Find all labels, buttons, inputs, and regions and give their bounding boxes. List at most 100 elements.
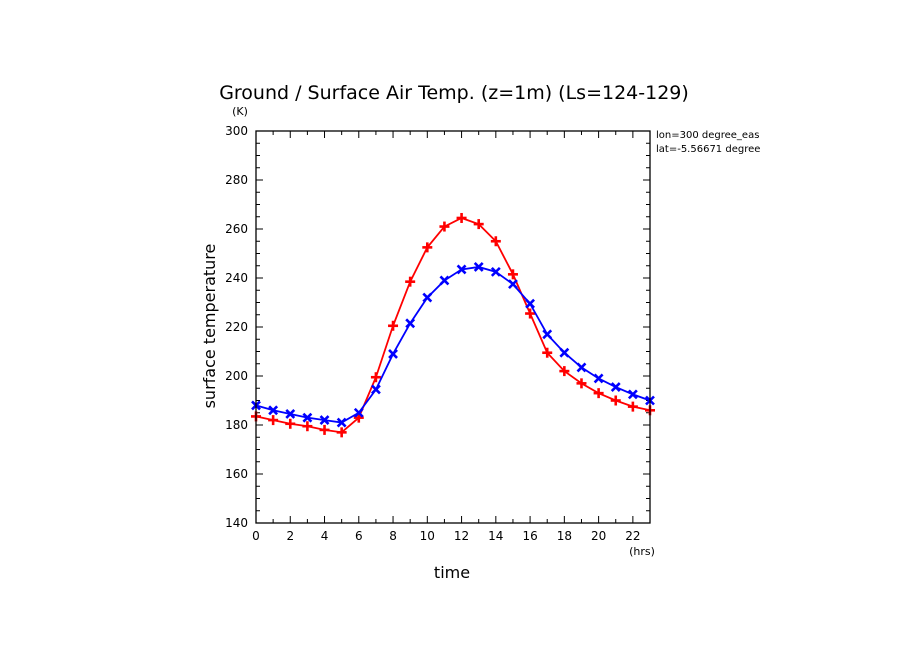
marker-d2 bbox=[336, 417, 347, 428]
x-tick-label: 16 bbox=[522, 529, 537, 543]
y-tick-label: 240 bbox=[225, 271, 248, 285]
y-tick-label: 220 bbox=[225, 320, 248, 334]
data-point bbox=[285, 409, 296, 419]
x-axis-title: time bbox=[434, 563, 470, 582]
data-point bbox=[353, 407, 364, 418]
data-point bbox=[268, 405, 279, 416]
data-point bbox=[525, 298, 536, 309]
y-axis-unit: (K) bbox=[232, 105, 248, 118]
data-point bbox=[456, 264, 467, 275]
marker-d2 bbox=[542, 329, 553, 340]
data-point bbox=[525, 308, 536, 319]
series-0 bbox=[251, 212, 655, 438]
plot-frame bbox=[255, 130, 651, 524]
marker-d2 bbox=[610, 382, 621, 392]
x-tick-label: 6 bbox=[355, 529, 363, 543]
data-point bbox=[627, 401, 638, 412]
data-point bbox=[336, 427, 347, 438]
y-tick-label: 200 bbox=[225, 369, 248, 383]
marker-d2 bbox=[439, 275, 450, 286]
annotation-lon: lon=300 degree_eas bbox=[656, 130, 759, 141]
marker-d2 bbox=[405, 318, 416, 329]
x-tick-label: 0 bbox=[252, 529, 260, 543]
marker-d2 bbox=[559, 347, 570, 358]
marker-d2 bbox=[525, 298, 536, 309]
marker-d2 bbox=[370, 384, 381, 395]
y-axis-title: surface temperature bbox=[200, 244, 219, 409]
marker-d2 bbox=[302, 412, 313, 423]
marker-d2 bbox=[508, 279, 518, 290]
data-point bbox=[490, 266, 501, 277]
marker-d2 bbox=[422, 292, 433, 303]
data-point bbox=[576, 362, 587, 373]
x-tick-label: 22 bbox=[625, 529, 640, 543]
marker-d2 bbox=[456, 264, 467, 275]
data-point bbox=[542, 329, 553, 340]
data-point bbox=[388, 349, 398, 359]
marker-d2 bbox=[353, 407, 364, 418]
series-line bbox=[255, 266, 651, 424]
data-point bbox=[593, 388, 604, 399]
data-point bbox=[370, 384, 381, 395]
data-point bbox=[422, 292, 433, 303]
y-tick-label: 180 bbox=[225, 418, 248, 432]
y-tick-label: 280 bbox=[225, 173, 248, 187]
marker-d2 bbox=[473, 262, 484, 272]
y-tick-label: 300 bbox=[225, 124, 248, 138]
data-point bbox=[507, 269, 518, 280]
data-point bbox=[422, 242, 433, 253]
y-tick-label: 140 bbox=[225, 516, 248, 530]
data-point bbox=[576, 378, 587, 389]
data-point bbox=[319, 424, 330, 435]
data-point bbox=[268, 415, 279, 426]
x-axis-unit: (hrs) bbox=[629, 545, 655, 558]
data-point bbox=[336, 417, 347, 428]
marker-d2 bbox=[490, 266, 501, 277]
x-tick-label: 12 bbox=[454, 529, 469, 543]
marker-d2 bbox=[268, 405, 279, 416]
y-tick-label: 260 bbox=[225, 222, 248, 236]
data-point bbox=[319, 415, 330, 426]
series-line bbox=[255, 217, 651, 434]
data-point bbox=[302, 421, 313, 432]
data-point bbox=[559, 366, 570, 377]
marker-d2 bbox=[388, 349, 398, 359]
data-point bbox=[388, 320, 399, 331]
data-point bbox=[559, 347, 570, 358]
y-tick-label: 160 bbox=[225, 467, 248, 481]
data-point bbox=[610, 395, 621, 406]
marker-d2 bbox=[319, 415, 330, 426]
data-point bbox=[405, 318, 416, 329]
x-tick-label: 4 bbox=[321, 529, 329, 543]
data-point bbox=[405, 276, 416, 287]
x-tick-label: 20 bbox=[591, 529, 606, 543]
x-tick-label: 8 bbox=[389, 529, 397, 543]
marker-d2 bbox=[593, 373, 604, 384]
data-point bbox=[593, 373, 604, 384]
data-point bbox=[610, 382, 621, 392]
marker-d2 bbox=[576, 362, 587, 373]
data-point bbox=[627, 389, 638, 400]
marker-d2 bbox=[627, 389, 638, 400]
data-point bbox=[370, 372, 381, 383]
x-tick-label: 18 bbox=[557, 529, 572, 543]
x-tick-label: 10 bbox=[420, 529, 435, 543]
series-1 bbox=[251, 262, 655, 428]
data-point bbox=[473, 219, 484, 230]
series-group bbox=[251, 212, 655, 438]
x-tick-label: 2 bbox=[286, 529, 294, 543]
data-point bbox=[302, 412, 313, 423]
chart-title: Ground / Surface Air Temp. (z=1m) (Ls=12… bbox=[219, 82, 689, 104]
data-point bbox=[285, 418, 296, 429]
data-point bbox=[439, 275, 450, 286]
annotation-lat: lat=-5.56671 degree bbox=[656, 144, 760, 155]
data-point bbox=[473, 262, 484, 272]
x-tick-label: 14 bbox=[488, 529, 503, 543]
data-point bbox=[439, 221, 450, 232]
data-point bbox=[542, 347, 553, 358]
data-point bbox=[456, 212, 467, 223]
axes: 0 2 4 6 8 10 12 14 16 18 20 22 140 160 180 200 220 240 260… bbox=[225, 124, 651, 543]
data-point bbox=[490, 236, 501, 247]
data-point bbox=[508, 279, 518, 290]
